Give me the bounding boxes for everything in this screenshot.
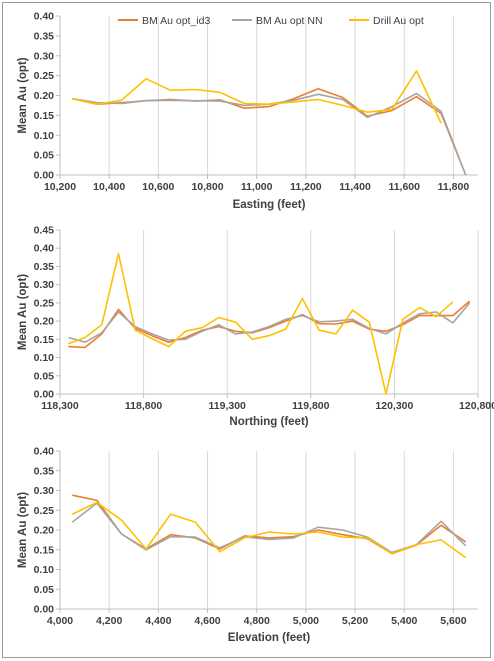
chart-3: 0.00 0.05 0.10 0.15 0.20 0.25 0.30 0.35 0.40 4,00… — [17, 446, 478, 644]
legend: BM Au opt_id3 BM Au opt NN Drill Au opt — [118, 15, 424, 27]
x-tick-label: 4,600 — [194, 615, 220, 627]
x-tick-label: 5,000 — [293, 615, 319, 627]
y-tick-label: 0.05 — [34, 150, 55, 162]
y-tick-label: 0.30 — [34, 485, 55, 497]
series-line-3 — [72, 70, 442, 124]
y-tick-label: 0.40 — [34, 243, 55, 255]
legend-label-2: BM Au opt NN — [256, 15, 323, 27]
y-tick-label: 0.00 — [34, 604, 55, 616]
x-tick-label: 120,800 — [459, 400, 494, 412]
y-tick-label: 0.30 — [34, 279, 55, 291]
legend-label-3: Drill Au opt — [373, 15, 424, 27]
x-tick-label: 4,200 — [96, 615, 122, 627]
series-line-2 — [72, 92, 467, 176]
x-tick-label: 5,600 — [440, 615, 466, 627]
y-tick-label: 0.25 — [34, 70, 55, 82]
x-tick-label: 11,600 — [388, 181, 420, 193]
x-tick-label: 5,400 — [391, 615, 417, 627]
y-tick-label: 0.35 — [34, 465, 55, 477]
y-tick-label: 0.25 — [34, 297, 55, 309]
y-tick-label: 0.15 — [34, 544, 55, 556]
y-tick-label: 0.20 — [34, 316, 55, 328]
legend-label-1: BM Au opt_id3 — [142, 15, 210, 27]
y-axis-title: Mean Au (opt) — [17, 492, 29, 568]
x-tick-label: 11,200 — [290, 181, 322, 193]
y-tick-label: 0.45 — [34, 225, 55, 237]
y-tick-label: 0.30 — [34, 50, 55, 62]
y-tick-label: 0.20 — [34, 90, 55, 102]
series-line-3 — [71, 501, 467, 559]
y-axis-title: Mean Au (opt) — [17, 274, 29, 350]
x-tick-label: 4,000 — [47, 615, 73, 627]
y-tick-label: 0.25 — [34, 505, 55, 517]
chart-1: 0.00 0.05 0.10 0.15 0.20 0.25 0.30 0.35 0.40 10,2… — [17, 11, 478, 211]
y-tick-label: 0.15 — [34, 110, 55, 122]
x-axis-title: Northing (feet) — [229, 416, 308, 428]
y-tick-label: 0.20 — [34, 525, 55, 537]
x-tick-label: 120,300 — [375, 400, 413, 412]
y-tick-label: 0.15 — [34, 334, 55, 346]
chart-2: 0.00 0.05 0.10 0.15 0.20 0.25 0.30 0.35 0.40 0.45… — [17, 225, 494, 429]
x-tick-label: 119,800 — [292, 400, 330, 412]
y-tick-label: 0.00 — [34, 389, 55, 401]
y-axis-title: Mean Au (opt) — [17, 57, 29, 133]
x-tick-label: 4,400 — [145, 615, 171, 627]
y-tick-label: 0.10 — [34, 130, 55, 142]
series-line-3 — [68, 252, 454, 395]
x-axis-title: Elevation (feet) — [228, 632, 311, 644]
y-tick-label: 0.35 — [34, 261, 55, 273]
y-tick-label: 0.10 — [34, 564, 55, 576]
x-tick-label: 11,000 — [241, 181, 273, 193]
series-line-1 — [72, 494, 467, 555]
y-tick-label: 0.05 — [34, 370, 55, 382]
y-tick-label: 0.40 — [34, 11, 55, 23]
y-tick-label: 0.40 — [34, 446, 55, 458]
x-tick-label: 5,200 — [342, 615, 368, 627]
y-tick-label: 0.35 — [34, 30, 55, 42]
x-tick-label: 118,800 — [125, 400, 163, 412]
x-tick-label: 10,200 — [44, 181, 76, 193]
x-axis-title: Easting (feet) — [233, 199, 306, 211]
x-tick-label: 10,600 — [142, 181, 174, 193]
y-tick-label: 0.05 — [34, 584, 55, 596]
x-tick-label: 4,800 — [244, 615, 270, 627]
x-tick-label: 119,300 — [209, 400, 247, 412]
series-line-2 — [71, 502, 467, 554]
y-tick-label: 0.00 — [34, 170, 55, 182]
y-tick-label: 0.10 — [34, 352, 55, 364]
x-tick-label: 118,300 — [41, 400, 79, 412]
x-tick-label: 11,400 — [339, 181, 371, 193]
x-tick-label: 11,800 — [438, 181, 470, 193]
x-tick-label: 10,400 — [93, 181, 125, 193]
x-tick-label: 10,800 — [191, 181, 223, 193]
series-line-1 — [68, 300, 471, 349]
